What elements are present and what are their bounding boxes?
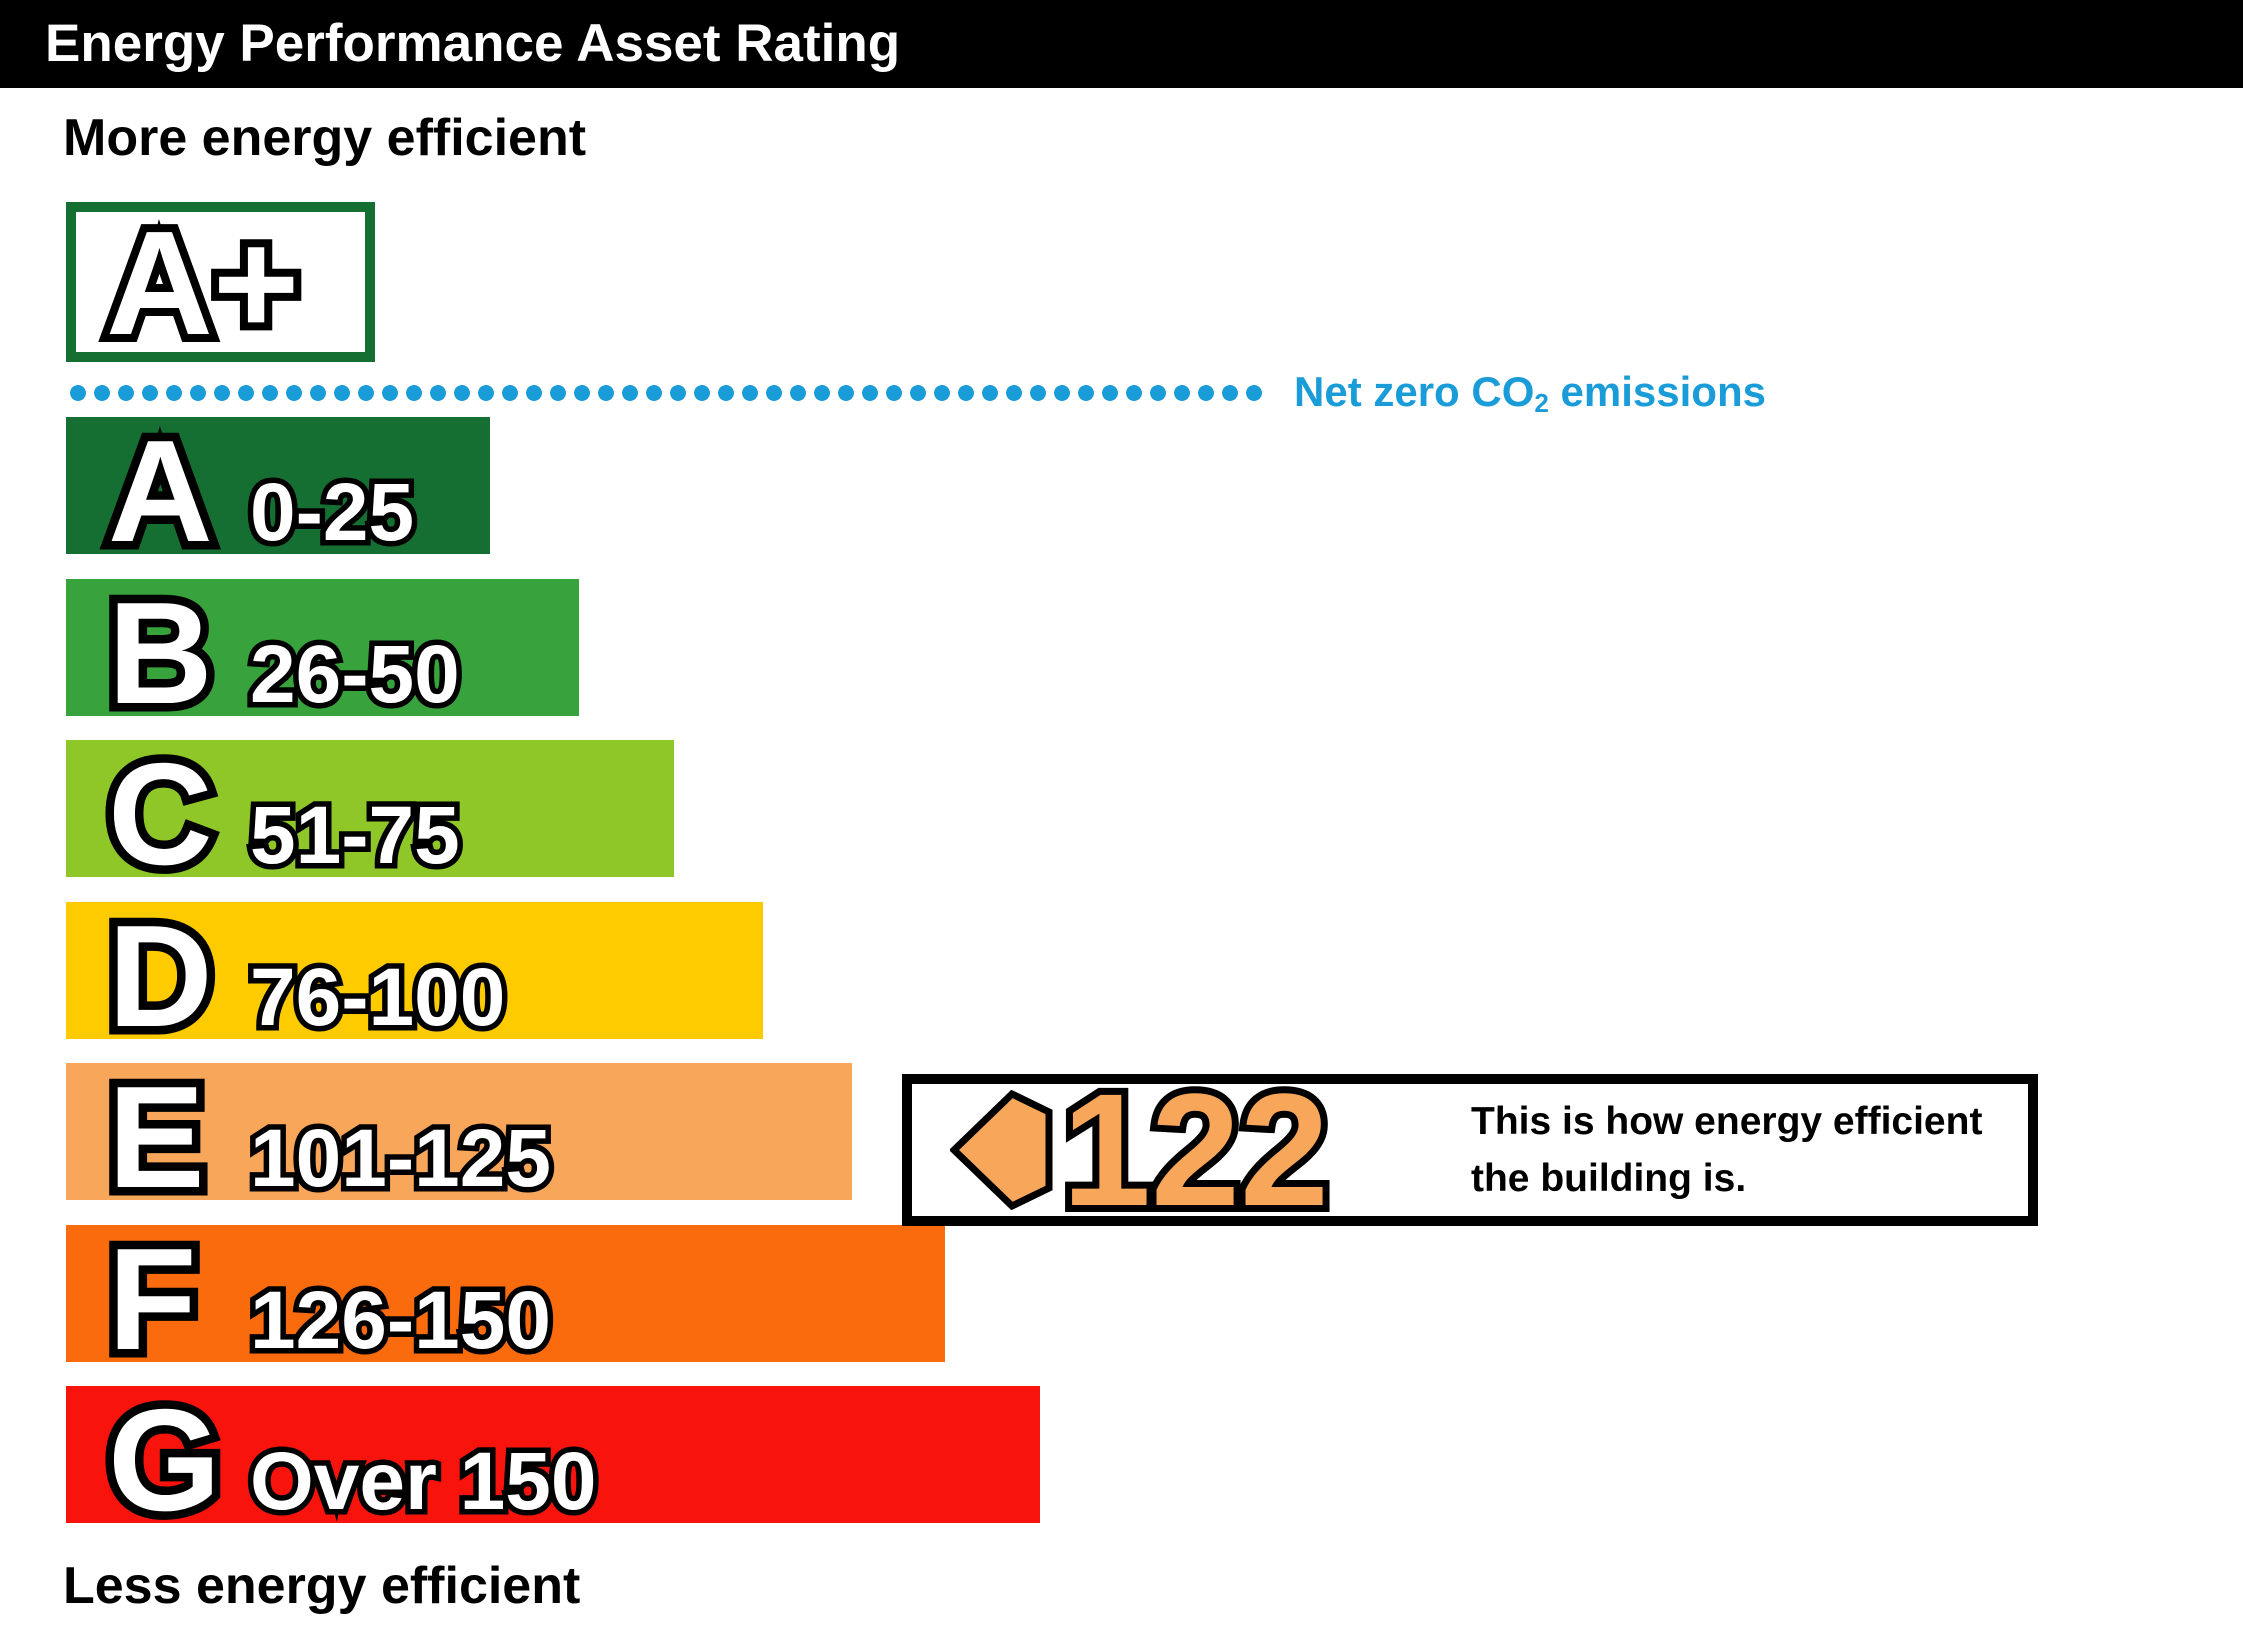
net-zero-label: Net zero CO2 emissions	[1294, 368, 1766, 418]
rating-indicator: 122 122 This is how energy efficient the…	[902, 1060, 2038, 1239]
rating-note-line2: the building is.	[1471, 1157, 1747, 1200]
band-range: 26-50 26-50	[245, 628, 466, 721]
rating-note-line1: This is how energy efficient	[1471, 1100, 1983, 1143]
less-efficient-label: Less energy efficient	[63, 1557, 581, 1615]
band-range: 101-125 101-125	[245, 1112, 557, 1205]
band-range: 0-25 0-25	[244, 466, 419, 559]
net-zero-dotted-line	[66, 384, 1266, 402]
band-range: 76-100 76-100	[244, 951, 510, 1044]
rating-value: 122 122	[1055, 1060, 1336, 1239]
more-efficient-label: More energy efficient	[63, 109, 587, 167]
band-range: Over 150 Over 150	[245, 1435, 602, 1528]
band-range: 51-75 51-75	[245, 789, 466, 882]
header-bar: Energy Performance Asset Rating	[0, 0, 2243, 88]
band-a-plus-letter: A+ A+	[98, 201, 307, 366]
page-title: Energy Performance Asset Rating	[45, 14, 901, 73]
band-a-plus: A+ A+	[66, 201, 375, 366]
rating-note: This is how energy efficient the buildin…	[1471, 1093, 1982, 1207]
band-range: 126-150 126-150	[245, 1274, 557, 1367]
left-arrow-icon	[950, 1090, 1053, 1210]
co2-subscript: 2	[1534, 387, 1549, 418]
